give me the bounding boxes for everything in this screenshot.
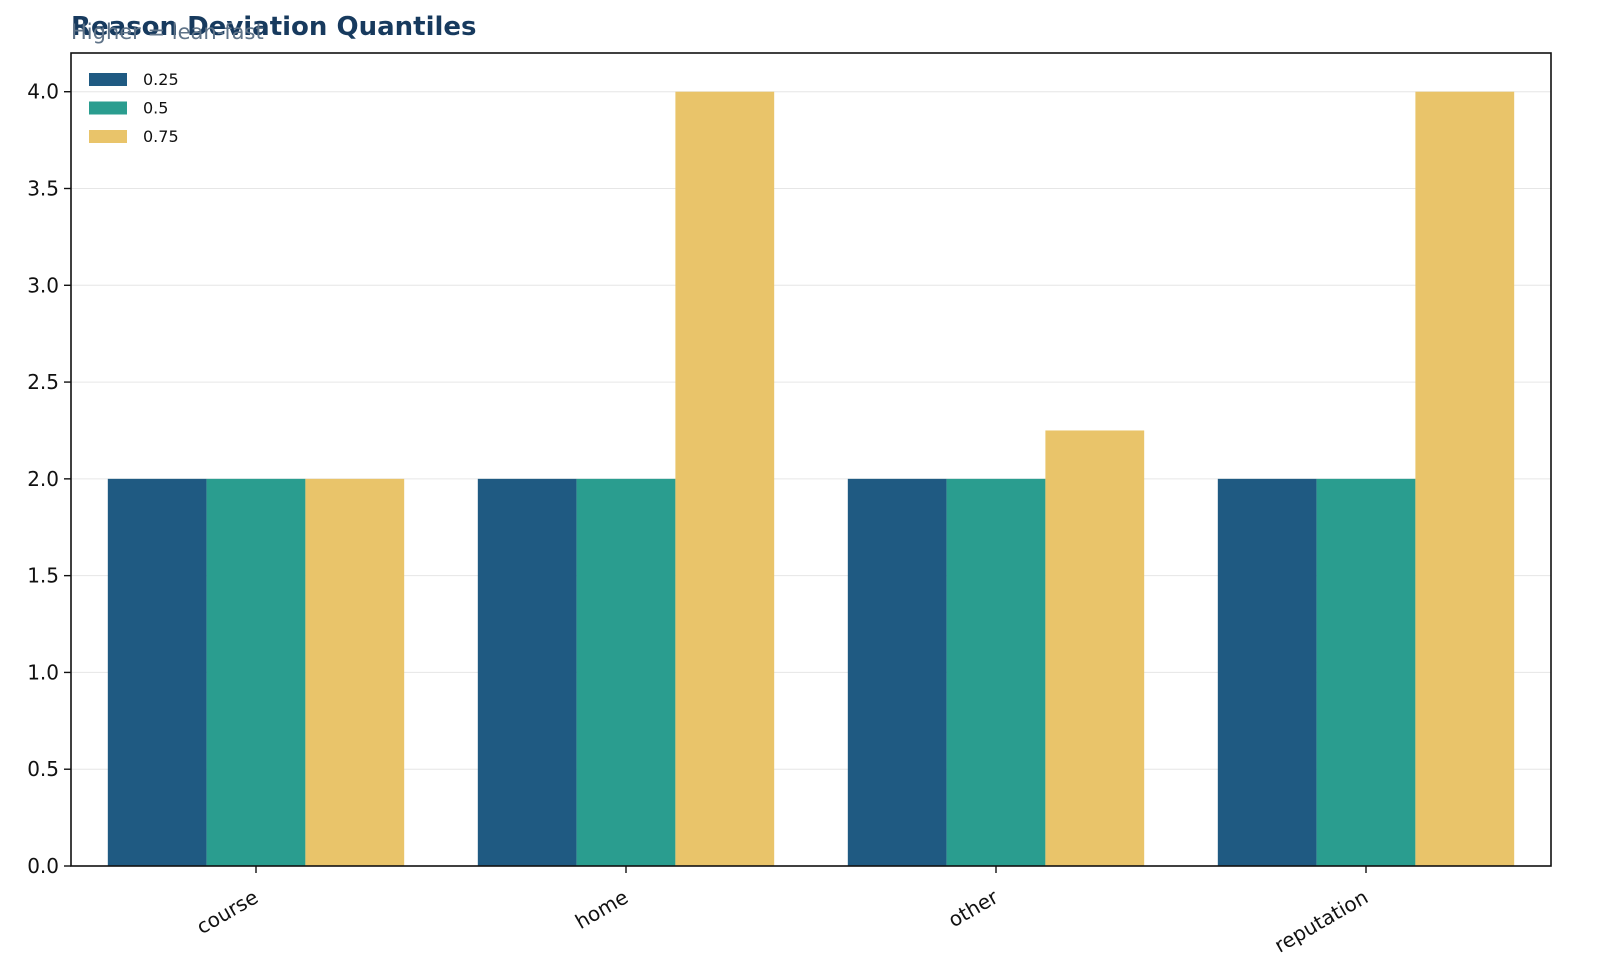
- bar-reputation-0.5: [1316, 478, 1416, 866]
- y-tick-label: 3.0: [27, 273, 59, 297]
- chart-title: Reason Deviation Quantiles: [71, 12, 477, 42]
- bar-reputation-0.75: [1415, 91, 1515, 866]
- bar-home-0.25: [477, 478, 577, 866]
- chart-subtitle: Higher = lean-fast: [71, 20, 264, 44]
- legend-label: 0.25: [143, 70, 179, 89]
- x-tick-label: reputation: [1270, 885, 1372, 958]
- y-tick-label: 4.0: [27, 80, 59, 104]
- plot-frame: [70, 52, 1552, 867]
- y-tick-label: 1.0: [27, 660, 59, 684]
- bar-other-0.75: [1045, 430, 1145, 866]
- bar-other-0.25: [847, 478, 947, 866]
- y-tick-label: 2.5: [27, 370, 59, 394]
- bar-other-0.5: [946, 478, 1046, 866]
- y-tick-label: 3.5: [27, 177, 59, 201]
- bar-course-0.75: [305, 478, 405, 866]
- y-tick-label: 0.0: [27, 854, 59, 878]
- legend-label: 0.5: [143, 99, 168, 118]
- y-tick-label: 0.5: [27, 757, 59, 781]
- bars: [107, 91, 1515, 866]
- legend-label: 0.75: [143, 127, 179, 146]
- x-tick-label: other: [944, 884, 1003, 932]
- legend: 0.25 0.5 0.75: [89, 70, 179, 146]
- legend-swatch: [89, 130, 127, 143]
- x-tick-label: home: [571, 885, 632, 934]
- bar-home-0.5: [576, 478, 676, 866]
- y-tick-label: 1.5: [27, 564, 59, 588]
- bar-course-0.5: [206, 478, 306, 866]
- legend-swatch: [89, 73, 127, 86]
- y-tick-label: 2.0: [27, 467, 59, 491]
- legend-swatch: [89, 101, 127, 115]
- bar-course-0.25: [107, 478, 207, 866]
- bar-reputation-0.25: [1217, 478, 1317, 866]
- bar-home-0.75: [675, 91, 775, 866]
- x-tick-label: course: [192, 885, 262, 939]
